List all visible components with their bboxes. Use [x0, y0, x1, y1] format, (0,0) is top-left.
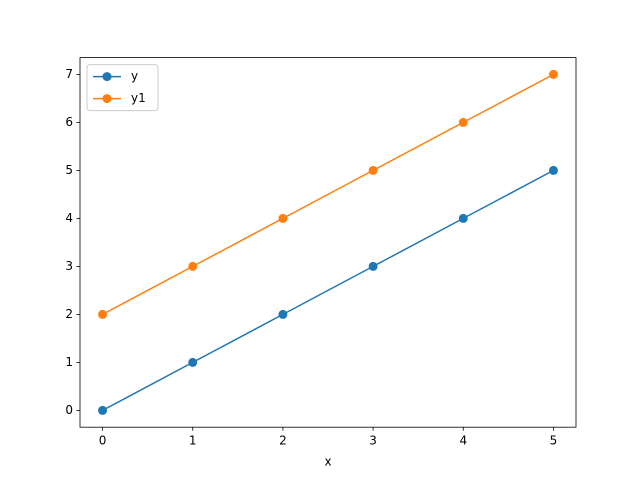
y-tick-label: 0	[65, 403, 73, 417]
axes-frame	[79, 57, 577, 428]
marker	[278, 213, 288, 223]
y-tick-label: 7	[65, 67, 73, 81]
x-tick-label: 4	[459, 434, 467, 448]
legend-label: y1	[131, 91, 146, 105]
y-tick-label: 6	[65, 115, 73, 129]
y-tick-label: 1	[65, 355, 73, 369]
y-tick-label: 3	[65, 259, 73, 273]
x-tick-label: 1	[189, 434, 197, 448]
marker	[188, 357, 198, 367]
series-line	[102, 73, 554, 316]
legend-marker	[102, 94, 112, 104]
marker	[98, 405, 108, 415]
marker	[548, 165, 558, 175]
series-line	[102, 169, 554, 412]
marker	[188, 261, 198, 271]
marker	[278, 309, 288, 319]
marker	[458, 213, 468, 223]
x-tick-label: 3	[369, 434, 377, 448]
y-tick-label: 2	[65, 307, 73, 321]
y-tick-label: 5	[65, 163, 73, 177]
marker	[458, 117, 468, 127]
marker	[548, 69, 558, 79]
x-tick-label: 2	[279, 434, 287, 448]
x-axis-label: x	[324, 455, 331, 469]
x-tick-label: 0	[99, 434, 107, 448]
marker	[368, 261, 378, 271]
legend-box	[86, 64, 159, 112]
legend-label: y	[131, 69, 138, 83]
marker	[98, 309, 108, 319]
x-tick-label: 5	[550, 434, 558, 448]
marker	[368, 165, 378, 175]
legend-marker	[102, 72, 112, 82]
y-tick-label: 4	[65, 211, 73, 225]
